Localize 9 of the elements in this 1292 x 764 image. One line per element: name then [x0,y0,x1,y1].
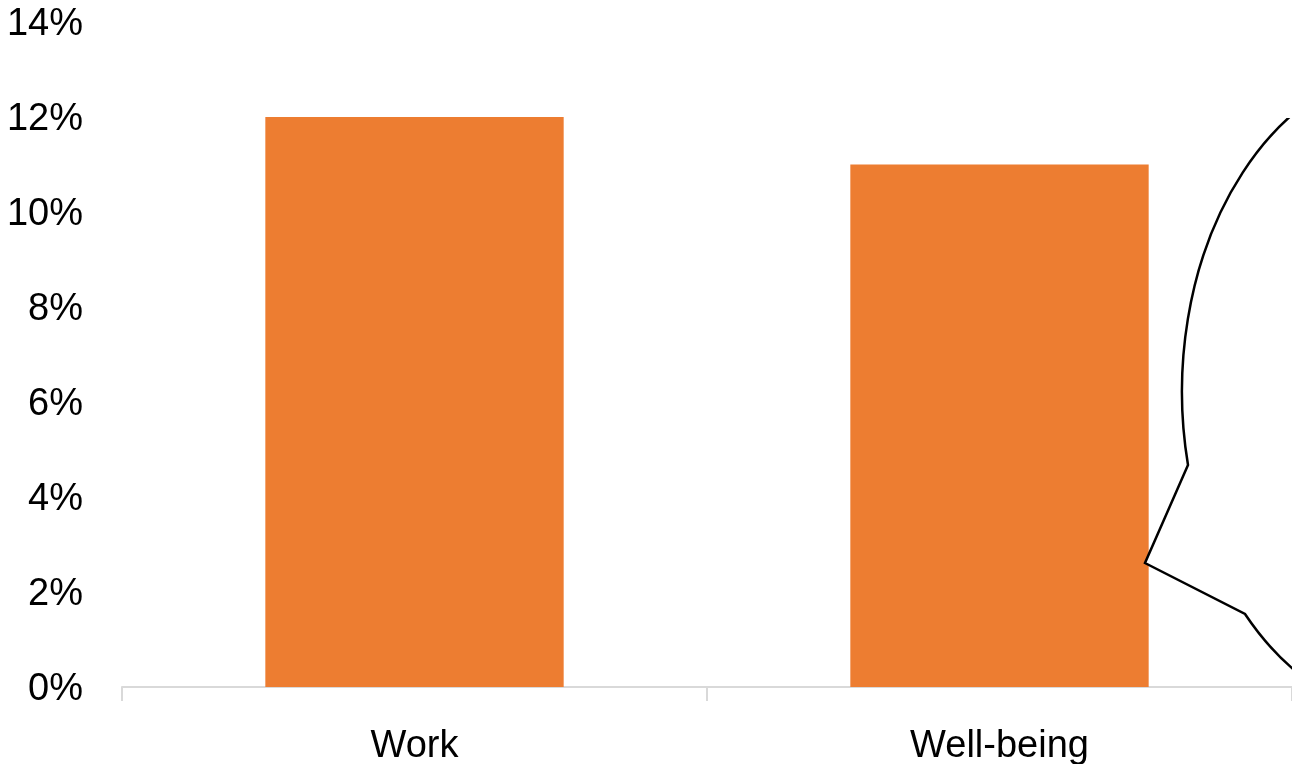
y-tick-label: 2% [28,571,83,613]
y-tick-label: 4% [28,476,83,518]
y-tick-label: 6% [28,381,83,423]
x-tick-label: Work [370,723,460,764]
y-tick-label: 8% [28,286,83,328]
y-tick-label: 12% [6,96,83,138]
y-tick-label: 0% [28,666,83,708]
y-tick-label: 14% [6,1,83,43]
y-tick-label: 10% [6,191,83,233]
